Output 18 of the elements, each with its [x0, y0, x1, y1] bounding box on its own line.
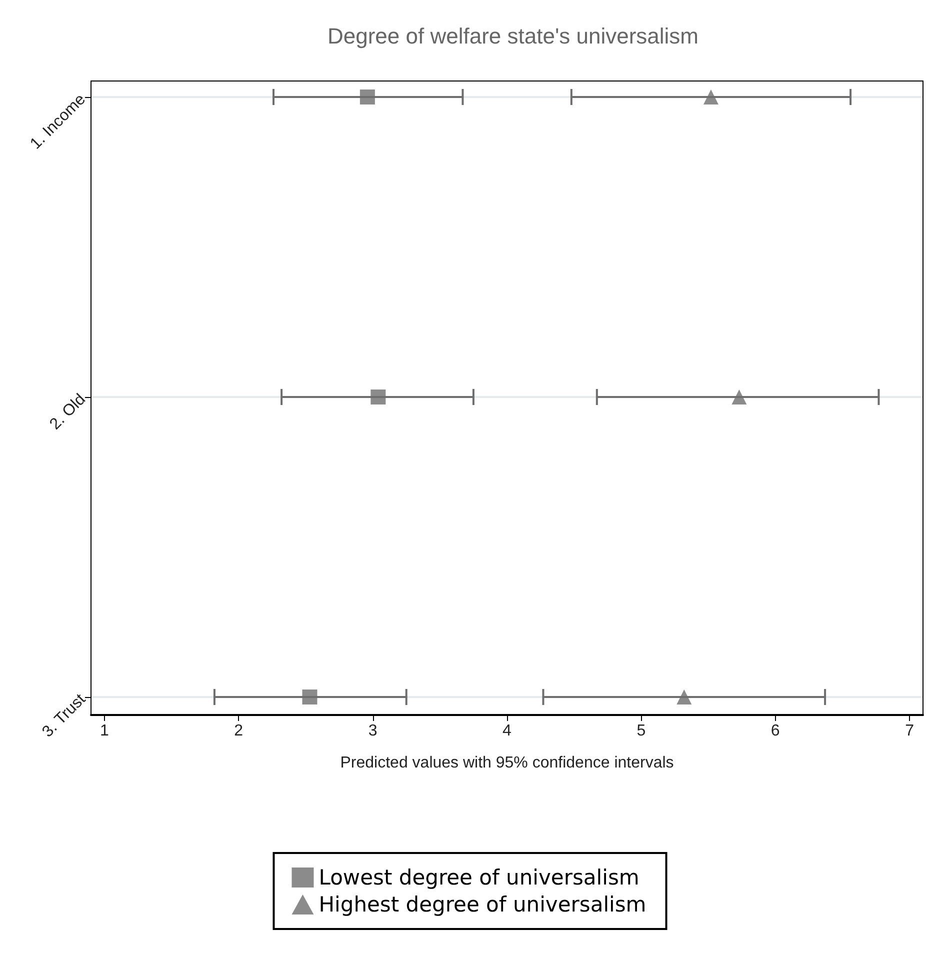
- x-axis-title: Predicted values with 95% confidence intervals: [340, 754, 674, 772]
- x-tick-label: 4: [502, 722, 512, 740]
- x-tick-label: 6: [770, 722, 780, 740]
- y-tick-label: 2. Old: [46, 390, 90, 434]
- x-tick-label: 2: [234, 722, 244, 740]
- point: [370, 390, 386, 404]
- point: [676, 690, 692, 704]
- x-tick-label: 7: [905, 722, 914, 740]
- x-tick-label: 3: [368, 722, 378, 740]
- legend-label: Highest degree of universalism: [318, 892, 646, 916]
- x-tick-label: 5: [636, 722, 646, 740]
- x-tick-label: 1: [100, 722, 109, 740]
- chart-title: Degree of welfare state's universalism: [327, 24, 699, 48]
- point: [703, 90, 718, 104]
- legend-label: Lowest degree of universalism: [318, 866, 640, 890]
- point: [732, 390, 747, 404]
- point: [302, 690, 318, 704]
- point: [360, 90, 375, 104]
